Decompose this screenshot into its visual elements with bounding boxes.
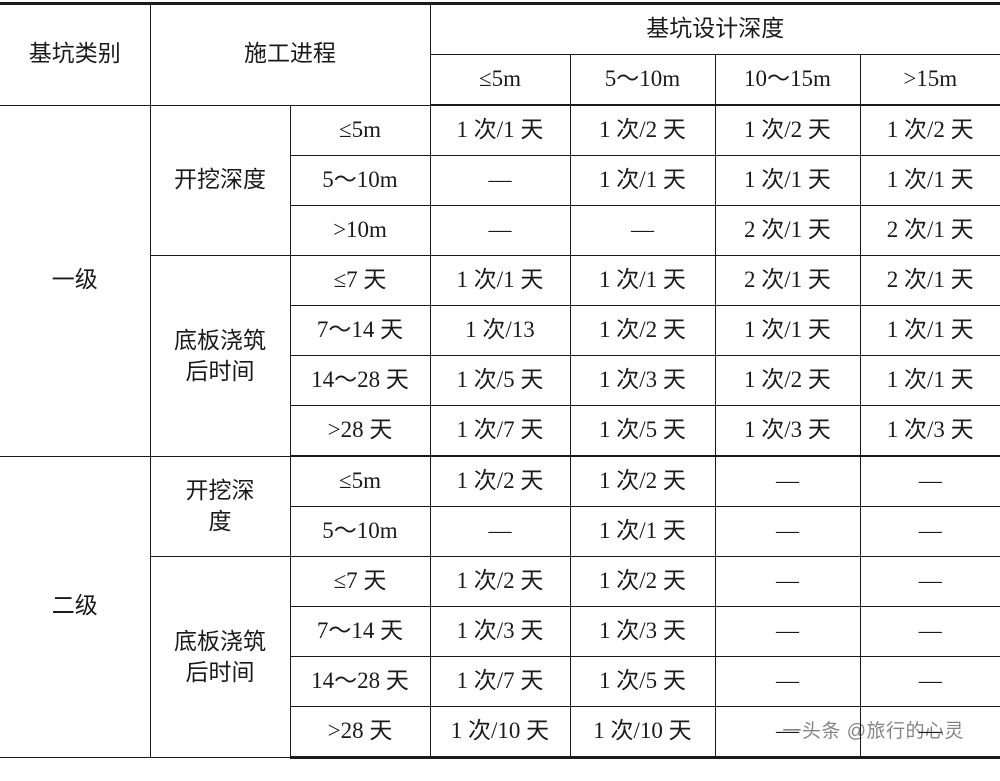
data-cell: 1 次/1 天	[715, 156, 860, 206]
data-cell: 1 次/1 天	[570, 507, 715, 557]
data-cell: 1 次/1 天	[860, 356, 1000, 406]
cond-cell: 14～28 天	[290, 356, 430, 406]
section-label-line: 后时间	[186, 356, 255, 387]
section-label-line: 底板浇筑	[174, 325, 266, 356]
monitoring-frequency-table: 基坑类别 施工进程 基坑设计深度 ≤5m 5～10m 10～15m >15m 一…	[0, 2, 1000, 759]
data-cell: 1 次/2 天	[570, 306, 715, 356]
data-cell: —	[715, 507, 860, 557]
data-cell: —	[430, 156, 570, 206]
data-cell: 1 次/5 天	[430, 356, 570, 406]
section-label: 底板浇筑 后时间	[150, 256, 290, 457]
data-cell: —	[715, 557, 860, 607]
data-cell: 1 次/5 天	[570, 657, 715, 707]
data-cell: 1 次/10 天	[430, 707, 570, 758]
data-cell: 1 次/1 天	[860, 156, 1000, 206]
header-depth-col-0: ≤5m	[430, 55, 570, 106]
data-cell: —	[860, 557, 1000, 607]
cond-cell: 7～14 天	[290, 607, 430, 657]
data-cell: 1 次/1 天	[570, 256, 715, 306]
cond-cell: ≤7 天	[290, 256, 430, 306]
cond-cell: 14～28 天	[290, 657, 430, 707]
data-cell: 2 次/1 天	[860, 206, 1000, 256]
data-cell: 1 次/7 天	[430, 406, 570, 457]
header-depth-col-1: 5～10m	[570, 55, 715, 106]
data-cell: 1 次/10 天	[570, 707, 715, 758]
data-cell: —	[570, 206, 715, 256]
data-cell: 1 次/3 天	[430, 607, 570, 657]
category-cell: 二级	[0, 456, 150, 758]
data-cell: 1 次/2 天	[570, 456, 715, 507]
data-cell: 1 次/13	[430, 306, 570, 356]
data-cell: 1 次/2 天	[430, 456, 570, 507]
section-label-line: 底板浇筑	[174, 626, 266, 657]
data-cell: 1 次/1 天	[570, 156, 715, 206]
data-cell: 1 次/3 天	[860, 406, 1000, 457]
data-cell: 2 次/1 天	[860, 256, 1000, 306]
cond-cell: 7～14 天	[290, 306, 430, 356]
data-cell: 1 次/1 天	[715, 306, 860, 356]
data-cell: 1 次/5 天	[570, 406, 715, 457]
section-label: 底板浇筑 后时间	[150, 557, 290, 758]
data-cell: 1 次/2 天	[860, 105, 1000, 156]
section-label-line: 开挖深	[186, 475, 255, 506]
data-cell: 1 次/2 天	[715, 356, 860, 406]
header-depth-col-3: >15m	[860, 55, 1000, 106]
data-cell: —	[430, 206, 570, 256]
section-label: 开挖深 度	[150, 456, 290, 557]
data-cell: 1 次/2 天	[570, 557, 715, 607]
header-category: 基坑类别	[0, 4, 150, 106]
cond-cell: 5～10m	[290, 507, 430, 557]
cond-cell: 5～10m	[290, 156, 430, 206]
section-label-line: 后时间	[186, 657, 255, 688]
cond-cell: ≤5m	[290, 456, 430, 507]
data-cell: 1 次/2 天	[570, 105, 715, 156]
data-cell: —	[860, 607, 1000, 657]
data-cell: —	[430, 507, 570, 557]
section-label: 开挖深度	[150, 105, 290, 256]
watermark-text: 一头条 @旅行的心灵	[782, 716, 964, 743]
data-cell: 1 次/1 天	[430, 256, 570, 306]
category-cell: 一级	[0, 105, 150, 456]
header-depth-col-2: 10～15m	[715, 55, 860, 106]
cond-cell: >28 天	[290, 707, 430, 758]
data-cell: 1 次/7 天	[430, 657, 570, 707]
data-cell: 1 次/1 天	[430, 105, 570, 156]
data-cell: —	[860, 657, 1000, 707]
cond-cell: >28 天	[290, 406, 430, 457]
cond-cell: ≤5m	[290, 105, 430, 156]
data-cell: 2 次/1 天	[715, 256, 860, 306]
data-cell: —	[860, 507, 1000, 557]
data-cell: 1 次/1 天	[860, 306, 1000, 356]
data-cell: —	[860, 456, 1000, 507]
page: 基坑类别 施工进程 基坑设计深度 ≤5m 5～10m 10～15m >15m 一…	[0, 0, 1000, 781]
data-cell: 1 次/3 天	[715, 406, 860, 457]
data-cell: —	[715, 607, 860, 657]
section-label-line: 度	[209, 506, 232, 537]
data-cell: —	[715, 456, 860, 507]
header-depth-group: 基坑设计深度	[430, 4, 1000, 55]
data-cell: 2 次/1 天	[715, 206, 860, 256]
cond-cell: >10m	[290, 206, 430, 256]
header-process: 施工进程	[150, 4, 430, 106]
data-cell: —	[715, 657, 860, 707]
cond-cell: ≤7 天	[290, 557, 430, 607]
data-cell: 1 次/2 天	[715, 105, 860, 156]
data-cell: 1 次/3 天	[570, 356, 715, 406]
data-cell: 1 次/2 天	[430, 557, 570, 607]
data-cell: 1 次/3 天	[570, 607, 715, 657]
